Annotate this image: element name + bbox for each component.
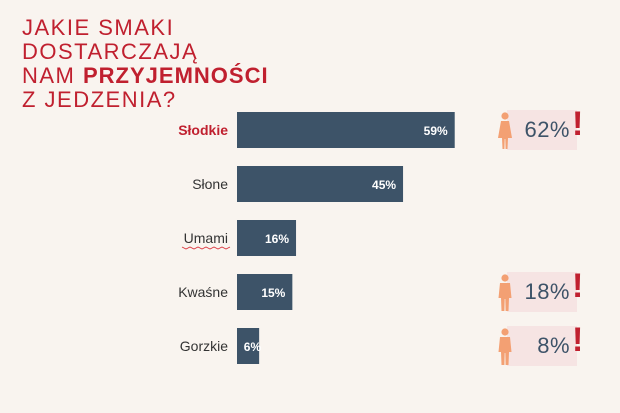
value-label-slone: 45% — [372, 178, 396, 192]
title-line-3-prefix: NAM — [22, 63, 83, 88]
value-label-slodkie: 59% — [424, 124, 448, 138]
category-label-slodkie: Słodkie — [178, 122, 228, 138]
bar-gorzkie — [237, 328, 260, 364]
category-label-umami: Umami — [184, 230, 228, 246]
value-label-kwasne: 15% — [261, 286, 285, 300]
bar-slodkie — [237, 112, 455, 148]
exclamation-icon: ! — [572, 321, 584, 359]
spellcheck-underline — [181, 246, 231, 250]
exclamation-icon: ! — [572, 105, 584, 143]
exclamation-icon: ! — [572, 267, 584, 305]
title-emphasis: PRZYJEMNOŚCI — [83, 63, 269, 88]
callout-box — [507, 326, 577, 366]
title-line-4: Z JEDZENIA? — [22, 87, 177, 112]
bar-umami — [237, 220, 297, 256]
woman-icon — [498, 112, 512, 149]
callout-box — [507, 272, 577, 312]
callout-kwasne: 18%! — [497, 267, 592, 314]
callout-slodkie: 62%! — [497, 105, 592, 152]
bar-kwasne — [237, 274, 293, 310]
title-line-1: JAKIE SMAKI — [22, 15, 175, 40]
man-icon — [498, 274, 512, 311]
title-line-2: DOSTARCZAJĄ — [22, 39, 199, 64]
category-label-gorzkie: Gorzkie — [180, 338, 228, 354]
callout-percent: 8% — [537, 333, 570, 358]
callout-box — [507, 110, 577, 150]
callout-gorzkie: 8%! — [497, 321, 592, 368]
bar-slone — [237, 166, 404, 202]
callout-percent: 18% — [524, 279, 570, 304]
value-label-umami: 16% — [265, 232, 289, 246]
title-line-3: NAM PRZYJEMNOŚCI — [22, 64, 269, 88]
man-icon — [498, 328, 512, 365]
category-label-kwasne: Kwaśne — [178, 284, 228, 300]
value-label-gorzkie: 6% — [244, 340, 262, 354]
category-label-slone: Słone — [192, 176, 228, 192]
chart-title: JAKIE SMAKI DOSTARCZAJĄ NAM PRZYJEMNOŚCI… — [22, 16, 269, 112]
callout-percent: 62% — [524, 117, 570, 142]
